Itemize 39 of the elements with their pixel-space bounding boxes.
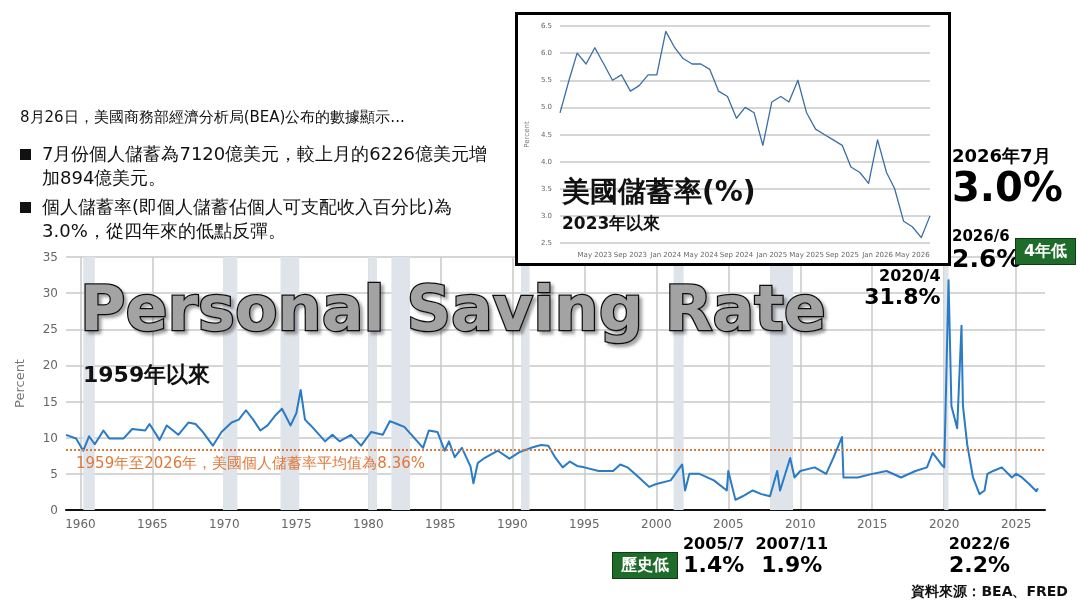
y-tick-label: 5	[50, 466, 58, 481]
annotation: 2026年7月 3.0%	[952, 145, 1063, 210]
y-tick-label: 10	[42, 430, 58, 445]
y-tick-label: 0	[50, 503, 58, 517]
annotation: 2005/7 1.4%	[682, 533, 745, 577]
x-tick-label: 2005	[712, 517, 744, 531]
annotation: 2022/6 2.2%	[948, 533, 1011, 577]
text: 2023年以來	[562, 212, 662, 233]
x-tick-label: 2010	[784, 517, 816, 531]
text: 個人儲蓄率(即個人儲蓄佔個人可支配收入百分比)為3.0%，從四年來的低點反彈。	[42, 195, 502, 243]
x-tick-label: 1975	[281, 517, 312, 531]
y-tick-label: 15	[42, 394, 58, 409]
y-tick-label: 30	[42, 286, 58, 301]
y-tick-label: 20	[42, 358, 58, 373]
x-tick-label: 1980	[353, 517, 384, 531]
annotation: 2020/4 31.8%	[864, 265, 941, 309]
text: 7月份個人儲蓄為7120億美元，較上月的6226億美元增加894億美元。	[42, 142, 502, 190]
y-axis-title: Percent	[12, 359, 27, 408]
x-tick-label: 1970	[209, 517, 240, 531]
annotation: 2007/11 1.9%	[755, 533, 829, 577]
x-tick-label: 2000	[641, 517, 672, 531]
x-tick-label: 2015	[856, 517, 888, 531]
x-tick-label: 2020	[928, 517, 960, 531]
x-tick-label: 2025	[1000, 517, 1032, 531]
ref-line-label: 1959年至2026年，美國個人儲蓄率平均值為8.36%	[76, 454, 425, 473]
annotation: 4年低	[1024, 241, 1068, 260]
y-tick-label: 35	[42, 250, 58, 264]
source-note: 資料來源：BEA、FRED	[911, 583, 1068, 601]
text: 美國儲蓄率(%)	[561, 174, 756, 208]
x-tick-label: 1995	[569, 517, 600, 531]
text: 8月26日，美國商務部經濟分析局(BEA)公布的數據顯示...	[20, 108, 406, 127]
x-tick-label: 1990	[497, 517, 528, 531]
y-tick-label: 25	[42, 322, 58, 337]
x-tick-label: 1960	[65, 517, 96, 531]
x-tick-label: 1965	[137, 517, 168, 531]
text: 歷史低	[612, 552, 678, 579]
chart-title: Personal Saving Rate	[80, 271, 826, 345]
text: 1959年以來	[83, 361, 211, 387]
x-tick-label: 1985	[425, 517, 456, 531]
